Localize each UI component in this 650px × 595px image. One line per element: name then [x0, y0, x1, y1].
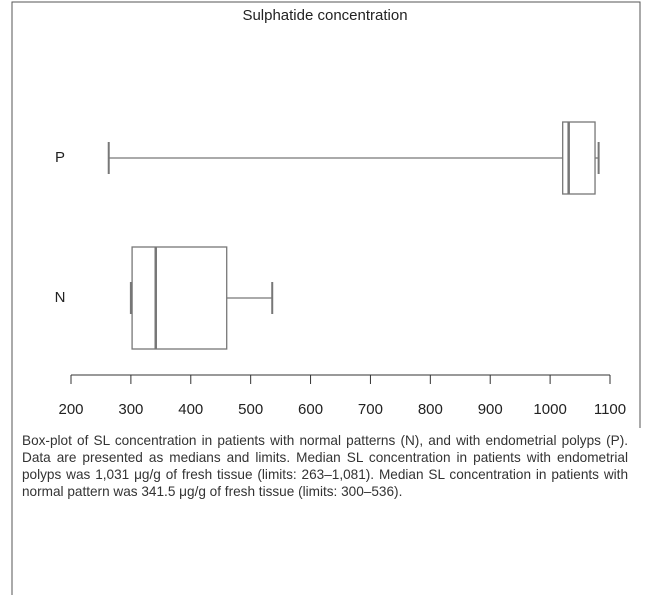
chart-title: Sulphatide concentration — [242, 7, 407, 24]
category-label: P — [55, 149, 65, 166]
x-tick-label: 800 — [418, 401, 443, 418]
category-label: N — [55, 289, 66, 306]
x-tick-label: 1100 — [594, 401, 626, 418]
x-tick-label: 600 — [298, 401, 323, 418]
x-tick-label: 400 — [178, 401, 203, 418]
box — [562, 121, 596, 195]
x-tick-label: 500 — [238, 401, 263, 418]
box — [131, 246, 228, 350]
x-tick-label: 1000 — [533, 401, 566, 418]
x-tick-label: 900 — [478, 401, 503, 418]
frame — [11, 1, 641, 595]
x-tick-label: 300 — [118, 401, 143, 418]
x-tick-label: 200 — [58, 401, 83, 418]
caption: Box-plot of SL concentration in patients… — [22, 433, 628, 499]
x-tick-label: 700 — [358, 401, 383, 418]
